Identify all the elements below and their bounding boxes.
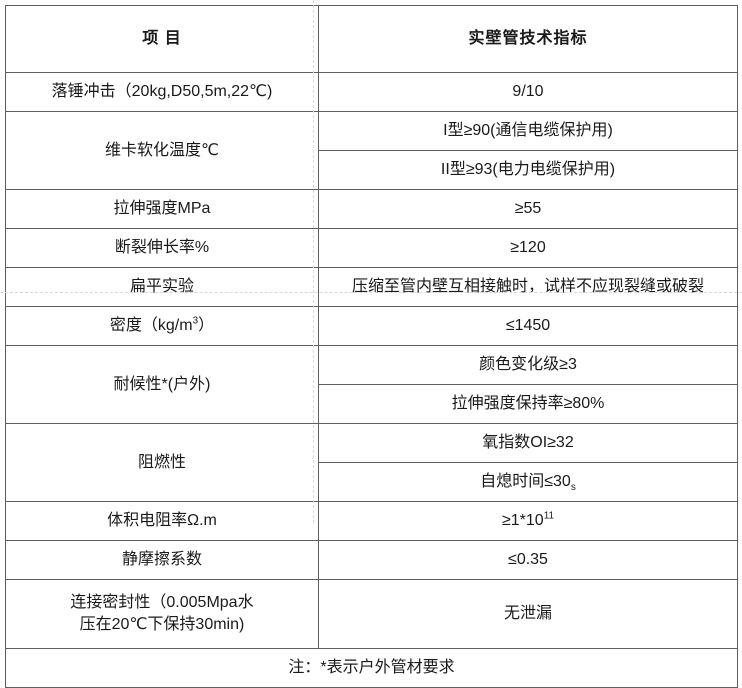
row-label-weather-resistance: 耐候性*(户外) — [5, 345, 319, 424]
table-row: 拉伸强度MPa ≥55 — [5, 189, 738, 229]
row-label-joint-tightness: 连接密封性（0.005Mpa水 压在20℃下保持30min) — [5, 579, 319, 649]
row-label-vicat: 维卡软化温度℃ — [5, 111, 319, 190]
table-row: 维卡软化温度℃ I型≥90(通信电缆保护用) — [5, 111, 738, 190]
table-row: 落锤冲击（20kg,D50,5m,22℃) 9/10 — [5, 72, 738, 112]
row-value-weather-color-change: 颜色变化级≥3 — [318, 345, 738, 385]
table-header-row: 项 目 实壁管技术指标 — [5, 5, 738, 73]
table-row: 耐候性*(户外) 颜色变化级≥3 — [5, 345, 738, 424]
table-note-row: 注：*表示户外管材要求 — [5, 648, 738, 688]
technical-spec-table: 项 目 实壁管技术指标 落锤冲击（20kg,D50,5m,22℃) 9/10 维… — [5, 5, 738, 688]
table-note: 注：*表示户外管材要求 — [5, 648, 738, 688]
row-value-elongation: ≥120 — [318, 228, 738, 268]
table-row: 连接密封性（0.005Mpa水 压在20℃下保持30min) 无泄漏 — [5, 579, 738, 649]
row-value-self-extinguish-time: 自熄时间≤30s — [318, 462, 738, 502]
header-cell-item: 项 目 — [5, 5, 319, 73]
row-value-density: ≤1450 — [318, 306, 738, 346]
row-value-vicat-type1: I型≥90(通信电缆保护用) — [318, 111, 738, 151]
row-label-elongation: 断裂伸长率% — [5, 228, 319, 268]
table-row: 密度（kg/m3） ≤1450 — [5, 306, 738, 346]
row-label-volume-resistivity: 体积电阻率Ω.m — [5, 501, 319, 541]
row-value-static-friction: ≤0.35 — [318, 540, 738, 580]
table-row: 体积电阻率Ω.m ≥1*1011 — [5, 501, 738, 541]
row-value-vicat-type2: II型≥93(电力电缆保护用) — [318, 150, 738, 190]
row-label-density: 密度（kg/m3） — [5, 306, 319, 346]
row-label-impact: 落锤冲击（20kg,D50,5m,22℃) — [5, 72, 319, 112]
row-value-tensile-strength: ≥55 — [318, 189, 738, 229]
row-value-impact: 9/10 — [318, 72, 738, 112]
table-row: 静摩擦系数 ≤0.35 — [5, 540, 738, 580]
row-value-flattening-test: 压缩至管内壁互相接触时，试样不应现裂缝或破裂 — [318, 267, 738, 307]
table-row: II型≥93(电力电缆保护用) — [6, 150, 738, 190]
row-label-tensile-strength: 拉伸强度MPa — [5, 189, 319, 229]
row-value-weather-tensile-retention: 拉伸强度保持率≥80% — [318, 384, 738, 424]
header-cell-value: 实壁管技术指标 — [318, 5, 738, 73]
row-value-volume-resistivity: ≥1*1011 — [318, 501, 738, 541]
table-row: 自熄时间≤30s — [6, 462, 738, 502]
table-row: 断裂伸长率% ≥120 — [5, 228, 738, 268]
row-value-joint-tightness: 无泄漏 — [318, 579, 738, 649]
row-value-oxygen-index: 氧指数OI≥32 — [318, 423, 738, 463]
row-label-flame-retardance: 阻燃性 — [5, 423, 319, 502]
row-label-static-friction: 静摩擦系数 — [5, 540, 319, 580]
row-label-flattening-test: 扁平实验 — [5, 267, 319, 307]
table-row: 阻燃性 氧指数OI≥32 — [5, 423, 738, 502]
table-row: 扁平实验 压缩至管内壁互相接触时，试样不应现裂缝或破裂 — [5, 267, 738, 307]
